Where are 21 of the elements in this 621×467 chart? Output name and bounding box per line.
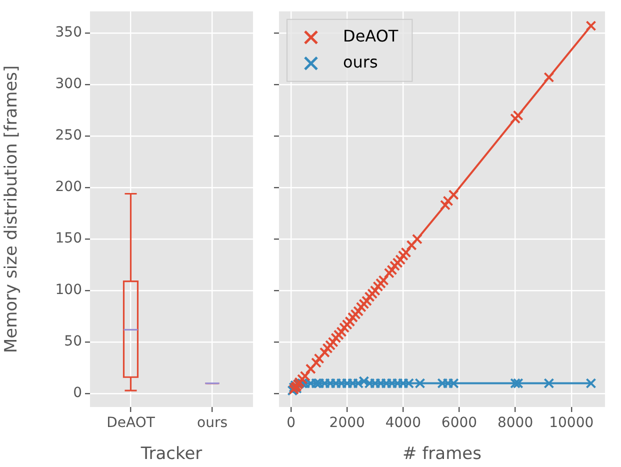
x-tick-label: 8000 — [497, 415, 534, 432]
y-tick-label: 350 — [55, 24, 82, 41]
x-tick-label: 4000 — [385, 415, 421, 432]
x-axis-title: # frames — [402, 444, 482, 464]
x-tick-label: DeAOT — [106, 415, 156, 432]
y-tick-label: 50 — [64, 334, 82, 350]
legend-label: ours — [343, 52, 378, 72]
y-tick-label: 200 — [55, 179, 82, 196]
y-tick-label: 0 — [73, 385, 82, 402]
x-tick-label: ours — [197, 415, 228, 432]
y-axis-title: Memory size distribution [frames] — [2, 65, 22, 354]
y-tick-label: 100 — [55, 282, 82, 298]
y-tick-label: 250 — [55, 128, 82, 144]
x-tick-label: 2000 — [329, 415, 365, 432]
legend-label: DeAOT — [343, 26, 398, 46]
y-tick-label: 300 — [55, 76, 82, 92]
x-tick-label: 0 — [286, 415, 296, 432]
x-tick-label: 10000 — [549, 415, 594, 432]
x-axis-title: Tracker — [140, 444, 202, 464]
x-tick-label: 6000 — [441, 415, 478, 432]
y-tick-label: 150 — [55, 230, 82, 247]
